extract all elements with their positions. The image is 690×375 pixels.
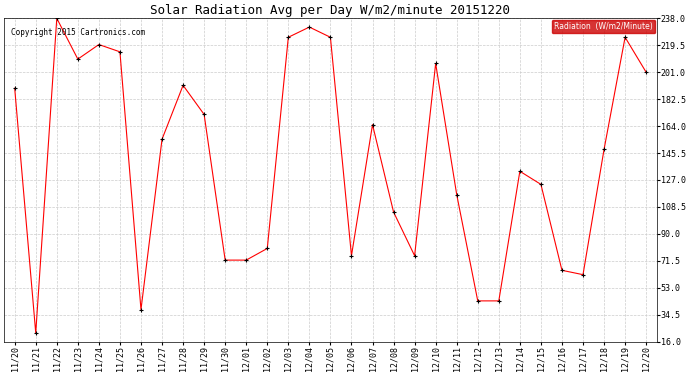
Title: Solar Radiation Avg per Day W/m2/minute 20151220: Solar Radiation Avg per Day W/m2/minute … — [150, 4, 511, 17]
Text: Copyright 2015 Cartronics.com: Copyright 2015 Cartronics.com — [10, 28, 145, 37]
Legend: Radiation  (W/m2/Minute): Radiation (W/m2/Minute) — [552, 20, 655, 33]
